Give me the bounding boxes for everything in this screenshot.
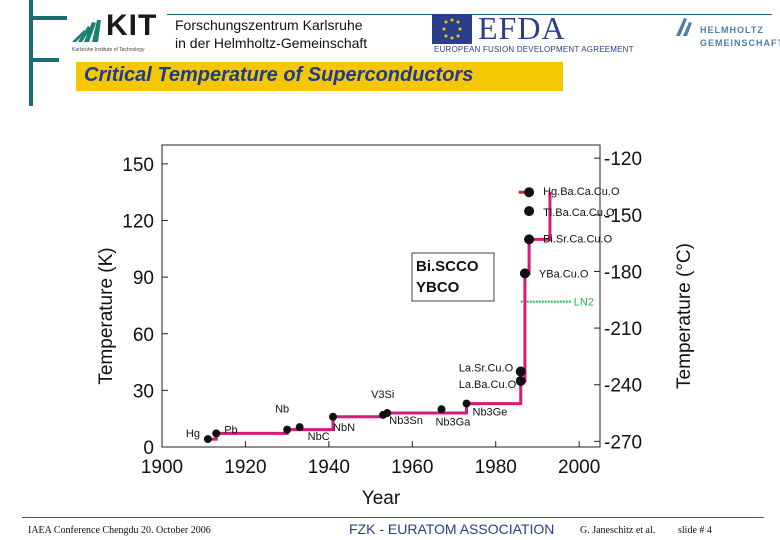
plot-frame — [161, 144, 601, 448]
boxed-annotation-box — [411, 252, 495, 302]
kit-logo-text: KIT — [106, 9, 158, 42]
kit-logo-subtitle: Karlsruhe Institute of Technology — [72, 47, 145, 53]
point-label: Bi.Sr.Ca.Cu.O — [543, 233, 613, 245]
point-label: Nb3Sn — [389, 415, 423, 427]
y-tick-label: 90 — [133, 268, 154, 289]
point-label: NbN — [333, 422, 355, 434]
footer-author: G. Janeschitz et al. — [580, 525, 656, 536]
x-axis-label: Year — [362, 488, 401, 509]
data-point — [383, 409, 392, 418]
x-tick-label: 1940 — [308, 457, 350, 478]
point-label: Nb3Ge — [473, 407, 508, 419]
point-label: Hg.Ba.Ca.Cu.O — [543, 186, 620, 198]
kit-logo-icon — [72, 20, 101, 42]
data-point — [524, 187, 535, 198]
x-tick-label: 2000 — [558, 457, 600, 478]
y2-tick-label: -150 — [604, 206, 642, 227]
y2-tick-label: -240 — [604, 376, 642, 397]
point-label: Nb3Ga — [435, 416, 471, 428]
point-label: YBa.Cu.O — [539, 268, 589, 280]
data-point — [203, 435, 212, 444]
data-point — [524, 206, 535, 217]
x-tick-label: 1980 — [475, 457, 517, 478]
footer-slide-number: slide # 4 — [678, 525, 712, 536]
data-point — [519, 268, 530, 279]
y-tick-label: 30 — [133, 381, 154, 402]
y-tick-label: 0 — [143, 438, 154, 459]
x-tick-label: 1900 — [141, 457, 183, 478]
y2-tick-label: -270 — [604, 432, 642, 453]
y2-tick-label: -180 — [604, 262, 642, 283]
y-tick-label: 120 — [122, 212, 154, 233]
point-label: V3Si — [371, 389, 394, 401]
data-point — [524, 234, 535, 245]
corner-bar-vertical — [29, 0, 33, 106]
efda-logo-subtitle: EUROPEAN FUSION DEVELOPMENT AGREEMENT — [434, 45, 634, 54]
data-point — [515, 366, 526, 377]
institute-line-2: in der Helmholtz-Gemeinschaft — [175, 35, 368, 51]
footer-organization: FZK - EURATOM ASSOCIATION — [349, 521, 555, 537]
point-label: La.Sr.Cu.O — [459, 363, 514, 375]
y2-tick-label: -120 — [604, 149, 642, 170]
y2-tick-label: -210 — [604, 319, 642, 340]
x-tick-label: 1920 — [224, 457, 266, 478]
boxed-annotation-label: YBCO — [416, 279, 460, 296]
boxed-annotation-label: Bi.SCCO — [416, 258, 479, 275]
data-point — [437, 405, 446, 414]
y-axis-label: Temperature (K) — [96, 247, 117, 384]
data-point — [329, 412, 338, 421]
institute-line-1: Forschungszentrum Karlsruhe — [175, 17, 363, 33]
corner-bar-mid — [29, 58, 59, 62]
point-label: Hg — [186, 428, 200, 440]
data-point — [212, 429, 221, 438]
title-highlight — [76, 62, 563, 91]
y-tick-label: 60 — [133, 325, 154, 346]
y-tick-label: 150 — [122, 155, 154, 176]
data-point — [515, 375, 526, 386]
eu-flag-icon — [432, 14, 472, 44]
footer-rule — [22, 517, 764, 518]
data-point — [462, 399, 471, 408]
efda-logo-text: EFDA — [478, 10, 566, 46]
institute-name: Forschungszentrum Karlsruhe in der Helmh… — [175, 16, 367, 52]
ln2-label: LN2 — [574, 297, 594, 309]
slide-title: Critical Temperature of Superconductors — [84, 64, 474, 86]
corner-bar-top — [29, 16, 67, 20]
tc-series-line — [207, 192, 552, 441]
footer-conference: IAEA Conference Chengdu 20. October 2006 — [28, 525, 211, 536]
x-tick-label: 1960 — [391, 457, 433, 478]
data-point — [295, 423, 304, 432]
helmholtz-logo-line-2: GEMEINSCHAFT — [700, 38, 780, 48]
helmholtz-logo-icon — [676, 18, 692, 36]
point-label: NbC — [308, 431, 330, 443]
y2-axis-label: Temperature (°C) — [674, 243, 695, 389]
point-label: Nb — [275, 404, 289, 416]
helmholtz-logo-line-1: HELMHOLTZ — [700, 25, 764, 35]
data-point — [283, 425, 292, 434]
point-label: La.Ba.Cu.O — [459, 379, 517, 391]
point-label: Tl.Ba.Ca.Cu.O — [543, 207, 615, 219]
point-label: Pb — [224, 424, 237, 436]
